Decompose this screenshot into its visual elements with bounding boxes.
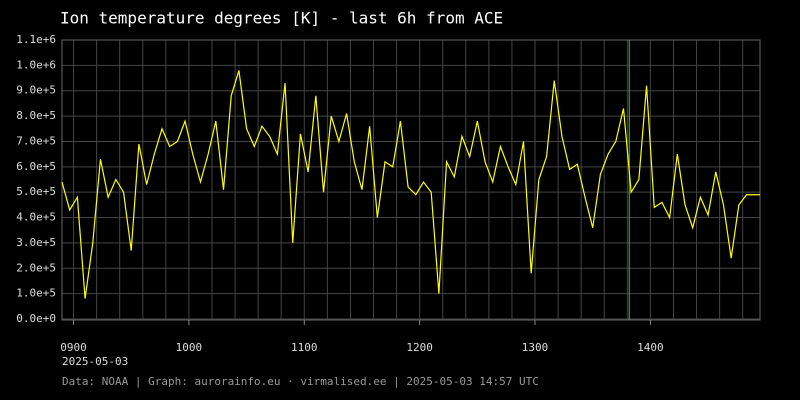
y-tick-label: 7.0e+5: [16, 134, 56, 147]
x-tick-label: 1100: [291, 341, 318, 354]
date-label: 2025-05-03: [62, 355, 128, 368]
y-tick-label: 3.0e+5: [16, 236, 56, 249]
chart-title: Ion temperature degrees [K] - last 6h fr…: [60, 9, 503, 28]
x-tick-label: 1300: [522, 341, 549, 354]
data-line: [61, 70, 760, 299]
x-tick-label: 1400: [637, 341, 664, 354]
plot-frame: [61, 39, 761, 321]
y-tick-label: 6.0e+5: [16, 160, 56, 173]
y-tick-label: 2.0e+5: [16, 261, 56, 274]
y-tick-label: 1.1e+6: [16, 33, 56, 46]
y-tick-label: 1.0e+6: [16, 58, 56, 71]
y-tick-label: 9.0e+5: [16, 84, 56, 97]
y-tick-label: 8.0e+5: [16, 109, 56, 122]
y-tick-label: 5.0e+5: [16, 185, 56, 198]
x-tick-label: 1200: [406, 341, 433, 354]
x-tick-label: 1000: [176, 341, 203, 354]
y-tick-label: 0.0e+0: [16, 312, 56, 325]
y-tick-label: 1.0e+5: [16, 287, 56, 300]
x-tick-label: 0900: [60, 341, 87, 354]
footer: Data: NOAA | Graph: aurorainfo.eu · virm…: [62, 375, 539, 388]
y-tick-label: 4.0e+5: [16, 211, 56, 224]
